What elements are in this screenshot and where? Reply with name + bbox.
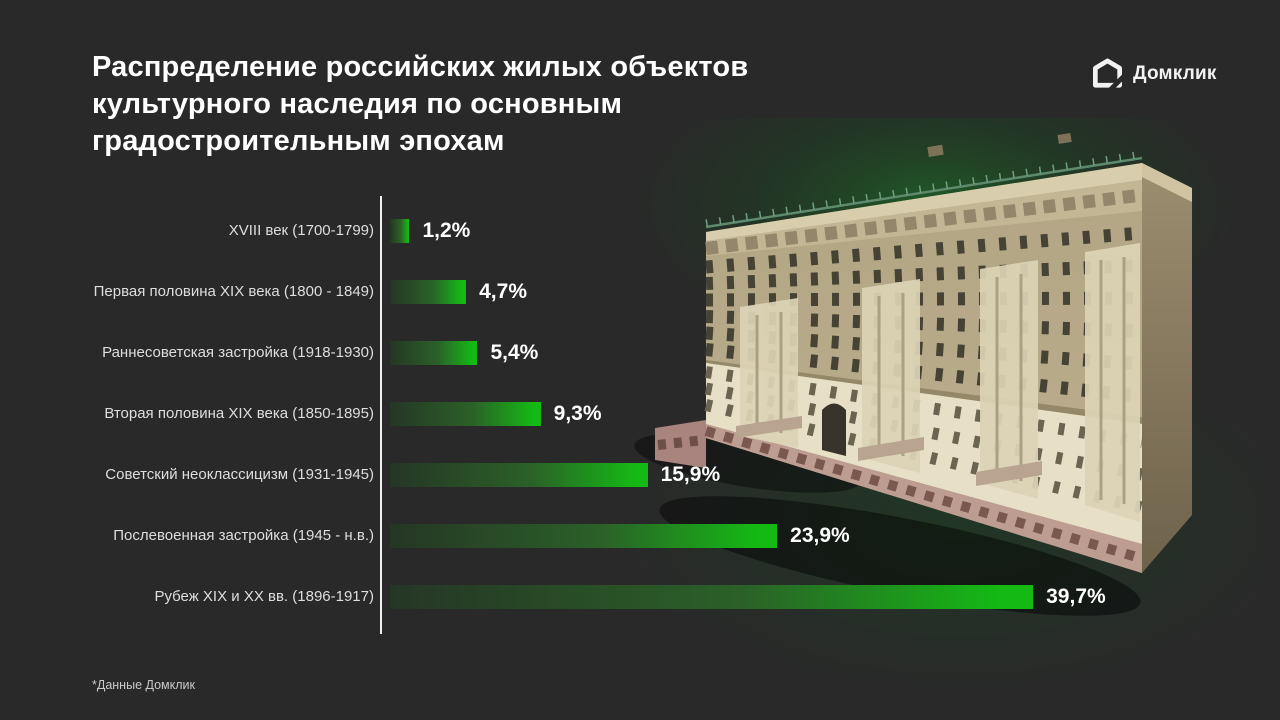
chart-row: Первая половина XIX века (1800 - 1849) 4… bbox=[92, 261, 1212, 322]
bar-category-label: XVIII век (1700-1799) bbox=[228, 222, 374, 239]
bar-category-label: Послевоенная застройка (1945 - н.в.) bbox=[113, 527, 374, 544]
bar-area: 9,3% bbox=[390, 401, 602, 426]
chart-row: Вторая половина XIX века (1850-1895) 9,3… bbox=[92, 383, 1212, 444]
chart-row: Раннесоветская застройка (1918-1930) 5,4… bbox=[92, 322, 1212, 383]
bar-value-label: 39,7% bbox=[1046, 584, 1106, 608]
title-line-1: Распределение российских жилых объектов bbox=[92, 51, 749, 83]
chart-row: Послевоенная застройка (1945 - н.в.) 23,… bbox=[92, 505, 1212, 566]
bar-value-label: 23,9% bbox=[790, 523, 850, 547]
page-title: Распределение российских жилых объектов … bbox=[92, 49, 912, 160]
chart-row: Рубеж XIX и XX вв. (1896-1917) 39,7% bbox=[92, 566, 1212, 627]
bar-value-label: 9,3% bbox=[553, 401, 602, 425]
bar bbox=[390, 340, 478, 365]
logo-text: Домклик bbox=[1133, 62, 1217, 84]
bar-area: 4,7% bbox=[390, 279, 527, 304]
bar-category-label: Вторая половина XIX века (1850-1895) bbox=[104, 405, 374, 422]
bar-value-label: 5,4% bbox=[490, 340, 539, 364]
bar bbox=[390, 523, 778, 548]
bar-area: 1,2% bbox=[390, 218, 471, 243]
chart-row: XVIII век (1700-1799) 1,2% bbox=[92, 200, 1212, 261]
title-line-3: градостроительным эпохам bbox=[92, 125, 505, 157]
bar-chart: XVIII век (1700-1799) 1,2% Первая полови… bbox=[92, 196, 1212, 634]
bar-category-label: Советский неоклассицизм (1931-1945) bbox=[105, 466, 374, 483]
bar-area: 5,4% bbox=[390, 340, 539, 365]
bar bbox=[390, 401, 541, 426]
bar-area: 23,9% bbox=[390, 523, 850, 548]
title-line-2: культурного наследия по основным bbox=[92, 88, 623, 120]
bar-value-label: 15,9% bbox=[660, 462, 721, 486]
domklik-house-icon bbox=[1092, 58, 1124, 90]
y-axis-line bbox=[380, 196, 382, 634]
footnote: *Данные Домклик bbox=[92, 678, 196, 692]
chart-row: Советский неоклассицизм (1931-1945) 15,9… bbox=[92, 444, 1212, 505]
bar-area: 39,7% bbox=[390, 584, 1106, 609]
bar-area: 15,9% bbox=[390, 462, 721, 487]
chart-rows: XVIII век (1700-1799) 1,2% Первая полови… bbox=[92, 200, 1212, 627]
bar bbox=[390, 462, 648, 487]
domklik-logo: Домклик bbox=[1091, 57, 1217, 90]
bar bbox=[390, 279, 467, 304]
bar bbox=[390, 584, 1034, 609]
bar-value-label: 1,2% bbox=[422, 218, 471, 242]
bar bbox=[390, 218, 410, 243]
bar-category-label: Раннесоветская застройка (1918-1930) bbox=[102, 344, 374, 361]
bar-category-label: Рубеж XIX и XX вв. (1896-1917) bbox=[154, 588, 374, 605]
bar-value-label: 4,7% bbox=[479, 279, 527, 303]
bar-category-label: Первая половина XIX века (1800 - 1849) bbox=[93, 283, 374, 300]
